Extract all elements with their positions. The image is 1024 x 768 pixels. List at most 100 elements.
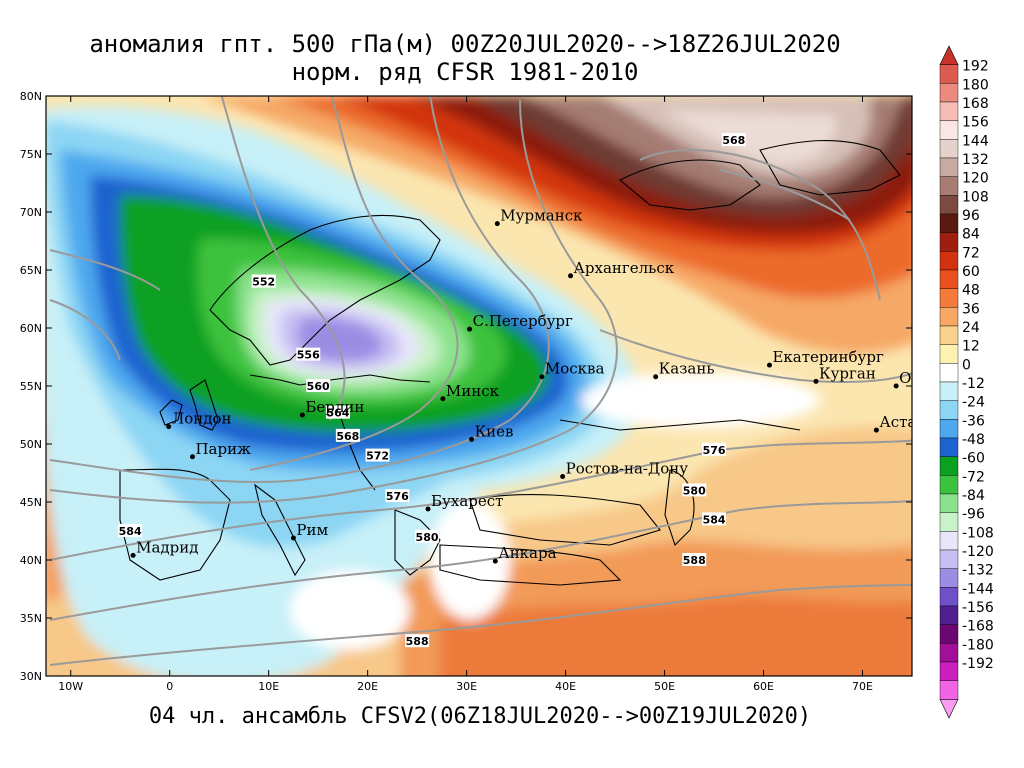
contour-label: 568 [336,430,359,443]
city-dot [766,362,772,368]
colorbar-cell [939,120,959,140]
contour-label: 580 [683,484,706,497]
colorbar-cell [939,493,959,513]
contour-label: 568 [722,134,745,147]
lon-label: 10E [258,680,279,693]
lat-label: 65N [20,264,42,277]
colorbar-cell [939,699,959,719]
colorbar-cell [939,456,959,476]
contour-label: 560 [307,380,330,393]
contour-label-box [682,553,707,566]
colorbar-cell [939,475,959,495]
colorbar-cell [939,307,959,327]
contour-label-box [335,428,360,442]
anomaly-field: 552 556 560 564 568 572 576 580 584 588 576 580 584 5… [46,96,912,676]
city-dot [492,558,498,564]
city-dot [539,374,545,380]
city-dot [299,412,305,418]
colorbar-cell [939,568,959,588]
lat-label: 60N [20,322,42,335]
colorbar-cell [939,64,959,84]
colorbar-label: -48 [962,432,985,448]
city-label: Архангельск [574,259,675,277]
colorbar-label: -72 [962,469,985,485]
colorbar-label: 144 [962,133,989,149]
colorbar-label: 24 [962,320,980,336]
lat-label: 35N [20,612,42,625]
colorbar-cell [939,344,959,364]
longitude-axis: 10W 0 10E 20E 30E 40E 50E 60E 70E [58,96,873,693]
colorbar-label: -24 [962,395,985,411]
colorbar-cell [939,363,959,383]
colorbar-label: -120 [962,544,994,560]
colorbar-cell [939,269,959,289]
city-dot [893,383,899,389]
city-label: Ростов-на-Дону [566,459,689,477]
lon-label: 50E [654,680,675,693]
colorbar-cell [939,251,959,271]
colorbar-label: 72 [962,245,980,261]
city-dot [166,424,172,430]
colorbar-label: 120 [962,171,989,187]
contour-label: 588 [683,554,706,567]
colorbar-cell [939,325,959,345]
colorbar-cell [939,437,959,457]
contour-label: 588 [406,635,429,648]
colorbar-label: 12 [962,339,980,355]
colorbar-cell [939,232,959,252]
colorbar-label: -168 [962,619,994,635]
contour-label-box [296,347,321,361]
city-dot [130,552,136,558]
colorbar-cell [939,680,959,700]
lat-label: 40N [20,554,42,567]
city-label: Лондон [172,410,232,428]
colorbar-cell [939,139,959,159]
colorbar-label: -108 [962,525,994,541]
lon-label: 60E [753,680,774,693]
colorbar-label: 132 [962,152,989,168]
colorbar-cell [939,661,959,681]
contour-label-box [405,634,430,648]
contour-label-box [251,274,276,288]
colorbar-label: -12 [962,376,985,392]
contour-label-box [306,379,331,392]
map-title: аномалия гпт. 500 гПа(м) 00Z20JUL2020-->… [89,30,841,58]
lat-label: 30N [20,670,42,683]
colorbar-label: 108 [962,189,989,205]
city-markers: Мурманск Архангельск С.Петербург Москва Каза… [130,207,912,564]
contour-label: 584 [703,513,726,526]
lat-label: 55N [20,380,42,393]
lon-label: 40E [555,680,576,693]
contour-label-box [702,442,727,456]
colorbar-cell [939,512,959,532]
city-label: Курган [819,364,876,382]
city-label: Мурманск [500,207,583,225]
colorbar-cell [939,400,959,420]
city-label: Москва [545,360,605,378]
colorbar-cell [939,643,959,663]
city-label: Париж [195,440,251,458]
contour-label: 584 [119,525,142,538]
lat-label: 45N [20,496,42,509]
city-dot [467,326,473,332]
colorbar-label: 156 [962,115,989,131]
colorbar-label: -60 [962,451,985,467]
colorbar-label: 36 [962,301,980,317]
city-dot [813,378,819,384]
colorbar-label: -84 [962,488,985,504]
colorbar-label: -156 [962,600,994,616]
colorbar-label: -132 [962,563,994,579]
colorbar-label: -36 [962,413,985,429]
colorbar-label: 96 [962,208,980,224]
contour-label: 580 [416,531,439,544]
height-contours [49,96,912,666]
colorbar-cell [939,213,959,233]
city-dot [189,454,195,460]
lat-label: 75N [20,148,42,161]
contour-label: 556 [297,349,320,362]
lon-label: 70E [852,680,873,693]
contour-label-box [385,489,410,503]
colorbar-label: -180 [962,637,994,653]
city-dot [568,273,574,279]
